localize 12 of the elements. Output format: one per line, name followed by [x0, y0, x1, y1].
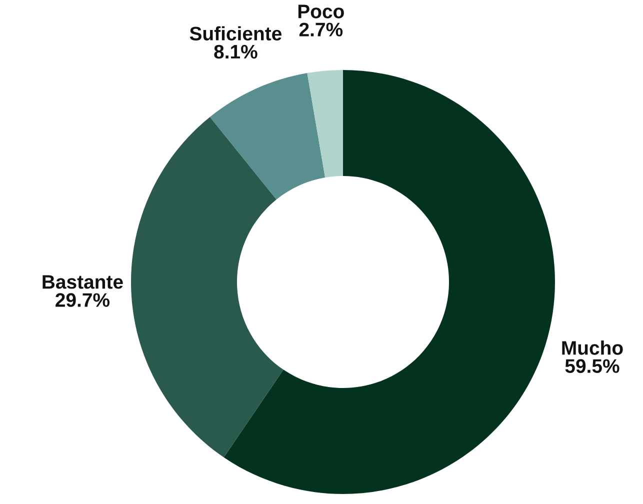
donut-slice: [131, 116, 284, 458]
data-label: 29.7%: [56, 293, 110, 307]
donut-slice: [224, 70, 555, 494]
donut-slice: [210, 73, 326, 200]
data-label: 8.1%: [214, 44, 258, 59]
data-label: 59.5%: [565, 359, 620, 373]
slice-label: Bastante: [42, 275, 123, 289]
data-label: 2.7%: [299, 22, 343, 36]
donut-slice: [307, 70, 343, 178]
slice-label: Suficiente: [190, 26, 282, 40]
slice-label: Mucho: [562, 340, 623, 355]
slice-label: Poco: [298, 4, 344, 18]
